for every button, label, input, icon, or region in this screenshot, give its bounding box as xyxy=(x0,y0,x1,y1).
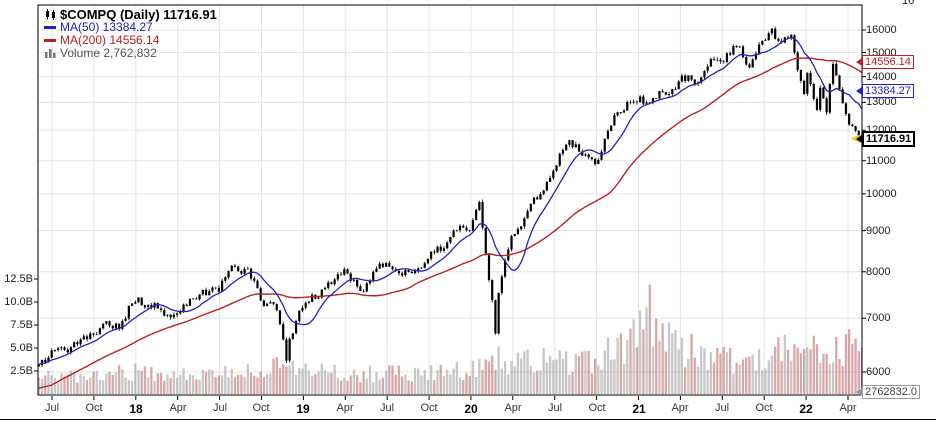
last-price-marker-icon xyxy=(851,134,861,144)
